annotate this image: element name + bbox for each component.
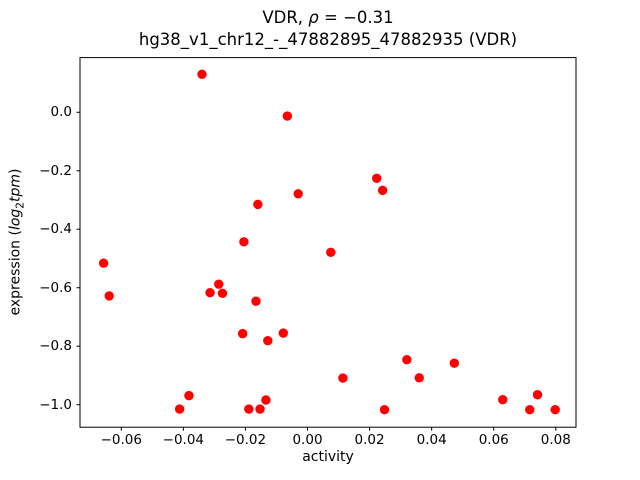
chart-subtitle: hg38_v1_chr12_-_47882895_47882935 (VDR) [138,29,518,49]
scatter-point [197,69,207,79]
scatter-point [377,185,388,196]
scatter-point [251,296,261,306]
scatter-point [214,279,224,289]
scatter-point [239,237,249,247]
scatter-point [525,404,535,415]
y-tick-label: −0.6 [39,279,72,296]
x-tick-label: 0.04 [416,432,447,448]
chart-title: VDR, ρ = −0.31 [80,7,576,29]
scatter-point [414,373,424,383]
scatter-point [550,404,560,415]
scatter-point [184,390,194,401]
rho-symbol: ρ [308,8,319,27]
x-tick-label: 0.02 [354,432,385,448]
scatter-point [98,258,109,268]
scatter-point [278,328,289,338]
y-tick-label: −0.8 [39,338,72,355]
scatter-point [104,291,114,301]
scatter-point [293,189,303,199]
scatter-point [326,247,336,258]
y-tick-label: −1.0 [39,396,72,413]
scatter-point [449,358,460,368]
x-tick-label: 0.00 [292,432,323,448]
scatter-point [244,404,254,414]
scatter-point [532,390,543,400]
chart-title-block: VDR, ρ = −0.31 hg38_v1_chr12_-_47882895_… [80,7,576,50]
x-tick-label: 0.08 [540,432,571,448]
title-rho-value: = −0.31 [318,8,394,27]
scatter-point [253,199,263,210]
x-tick-label: −0.04 [162,432,205,448]
scatter-point [379,404,390,415]
scatter-point [402,354,412,365]
y-tick-label: −0.2 [39,162,72,179]
x-tick-label: 0.06 [478,432,509,448]
scatter-point [174,404,185,414]
scatter-point [282,111,293,121]
scatter-point [372,173,382,184]
scatter-point [338,373,348,383]
x-axis-label: activity [302,449,354,465]
scatter-point [217,288,228,298]
y-tick-label: −0.4 [39,221,72,238]
scatter-point [498,395,508,405]
y-tick-label: 0.0 [50,104,72,121]
scatter-point [255,404,265,414]
scatter-point [263,335,273,346]
scatter-point [205,287,215,298]
scatter-point [237,328,248,339]
x-tick-label: −0.06 [100,432,142,448]
plot-border [79,57,577,428]
x-tick-label: −0.02 [224,432,267,448]
title-gene: VDR, [262,8,309,27]
scatter-point [261,395,271,405]
